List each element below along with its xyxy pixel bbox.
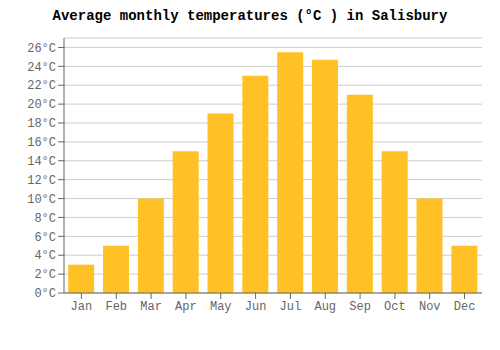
svg-text:Aug: Aug [314, 300, 336, 314]
svg-text:6°C: 6°C [34, 231, 56, 245]
svg-text:Mar: Mar [140, 300, 162, 314]
html-text:Average monthly temperatures (: Average monthly temperatures (°C ) in Sa… [52, 8, 448, 24]
svg-text:14°C: 14°C [27, 155, 56, 169]
svg-text:16°C: 16°C [27, 136, 56, 150]
svg-text:12°C: 12°C [27, 174, 56, 188]
svg-text:8°C: 8°C [34, 212, 56, 226]
svg-text:24°C: 24°C [27, 61, 56, 75]
svg-text:20°C: 20°C [27, 98, 56, 112]
svg-text:22°C: 22°C [27, 79, 56, 93]
svg-text:Dec: Dec [454, 300, 476, 314]
svg-text:May: May [210, 300, 232, 314]
svg-text:18°C: 18°C [27, 117, 56, 131]
svg-text:Nov: Nov [419, 300, 441, 314]
svg-text:Feb: Feb [105, 300, 127, 314]
svg-text:4°C: 4°C [34, 249, 56, 263]
svg-text:Sep: Sep [349, 300, 371, 314]
svg-text:Jul: Jul [280, 300, 302, 314]
svg-text:10°C: 10°C [27, 193, 56, 207]
svg-text:Oct: Oct [384, 300, 406, 314]
svg-text:0°C: 0°C [34, 287, 56, 301]
svg-text:Jun: Jun [245, 300, 267, 314]
svg-text:Apr: Apr [175, 300, 197, 314]
svg-text:26°C: 26°C [27, 42, 56, 56]
svg-text:Jan: Jan [71, 300, 93, 314]
svg-text:2°C: 2°C [34, 268, 56, 282]
